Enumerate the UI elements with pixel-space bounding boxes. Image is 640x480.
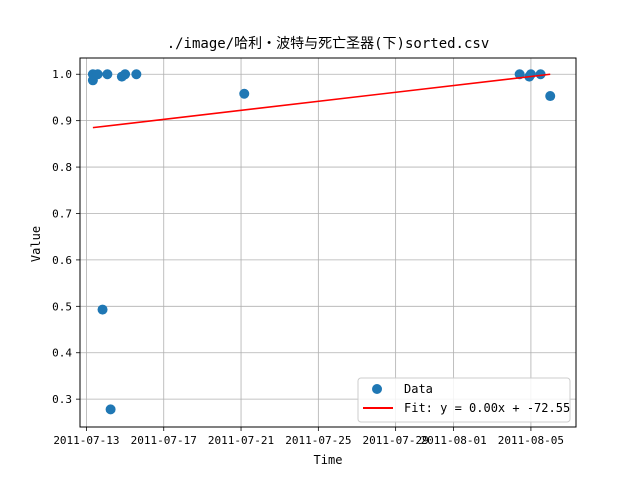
y-tick-label: 0.4 — [52, 347, 72, 360]
x-tick-label: 2011-07-29 — [363, 434, 429, 447]
plot-frame — [79, 57, 577, 428]
data-point — [97, 304, 108, 315]
fit-line — [92, 73, 551, 129]
y-tick-label: 0.7 — [52, 207, 72, 220]
x-tick-label: 2011-07-21 — [208, 434, 274, 447]
data-point — [545, 91, 556, 102]
plot-border — [79, 57, 577, 428]
data-point — [535, 69, 546, 80]
x-tick-label: 2011-08-05 — [498, 434, 564, 447]
legend-box — [357, 377, 571, 423]
data-point — [102, 69, 113, 80]
y-axis: 0.3 0.4 0.5 0.6 0.7 0.8 0.9 1.0 — [52, 68, 80, 406]
legend-marker-data — [372, 384, 382, 394]
y-tick-label: 0.6 — [52, 254, 72, 267]
data-point — [105, 404, 116, 415]
x-tick-label: 2011-07-13 — [53, 434, 119, 447]
legend-label-fit: Fit: y = 0.00x + -72.55 — [404, 401, 570, 415]
legend-label-data: Data — [404, 382, 433, 396]
series-layer — [87, 69, 556, 415]
legend: Data Fit: y = 0.00x + -72.55 — [357, 377, 571, 423]
y-tick-label: 1.0 — [52, 68, 72, 81]
chart-title: ./image/哈利・波特与死亡圣器(下)sorted.csv — [167, 36, 490, 52]
data-point — [239, 88, 250, 99]
y-tick-label: 0.9 — [52, 115, 72, 128]
x-axis-title: Time — [314, 453, 343, 467]
y-tick-label: 0.5 — [52, 300, 72, 313]
x-tick-label: 2011-08-01 — [420, 434, 486, 447]
data-point — [525, 69, 536, 80]
x-tick-label: 2011-07-25 — [285, 434, 351, 447]
y-tick-label: 0.3 — [52, 393, 72, 406]
data-point — [120, 69, 131, 80]
x-axis: 2011-07-13 2011-07-17 2011-07-21 2011-07-25… — [53, 427, 564, 447]
y-tick-label: 0.8 — [52, 161, 72, 174]
x-tick-label: 2011-07-17 — [131, 434, 197, 447]
data-point — [92, 69, 103, 80]
y-axis-title: Value — [29, 226, 43, 262]
grid — [80, 58, 576, 427]
data-point — [131, 69, 142, 80]
